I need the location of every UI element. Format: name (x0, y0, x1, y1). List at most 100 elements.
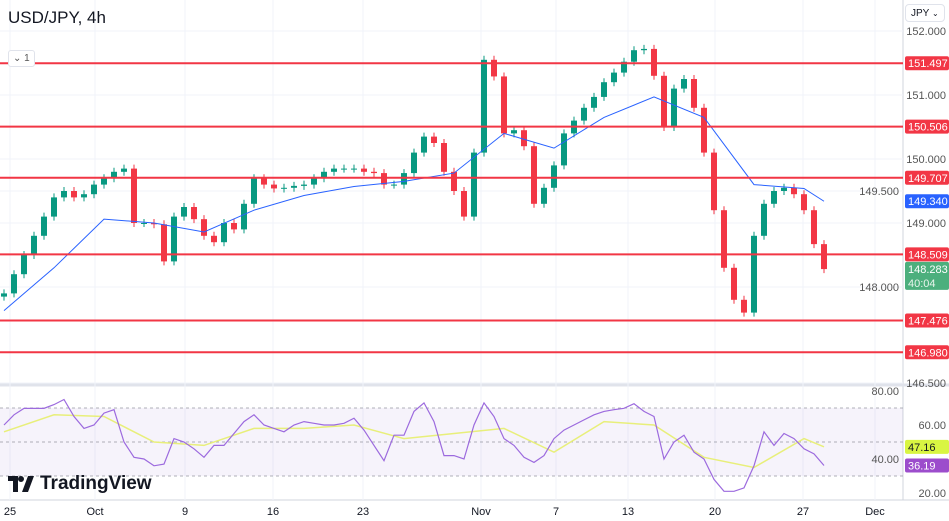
candle (641, 48, 647, 51)
candle (441, 143, 447, 172)
candle (21, 255, 27, 275)
candle (741, 299, 747, 313)
candle (61, 191, 67, 198)
candle (91, 184, 97, 195)
candle (81, 194, 87, 198)
level-price-label: 150.506 (908, 122, 948, 134)
candle (1, 293, 7, 297)
candle (791, 187, 797, 195)
candle (121, 168, 127, 172)
candle (11, 274, 17, 294)
candle (141, 223, 147, 224)
candle (281, 187, 287, 189)
level-price-label-bg (905, 313, 949, 328)
candle (261, 178, 267, 185)
rsi-ma-line (3, 414, 825, 469)
candle (101, 178, 107, 185)
candle (501, 76, 507, 134)
price-tick-label: 151.000 (906, 90, 946, 102)
time-tick-label: Nov (471, 506, 491, 518)
time-tick-label: 27 (797, 506, 809, 518)
candle (201, 219, 207, 236)
candle (111, 171, 117, 179)
chevron-down-icon: ⌄ (13, 53, 22, 64)
candle (231, 223, 237, 230)
level-price-label: 147.476 (908, 316, 948, 328)
candle (431, 136, 437, 143)
candle (341, 168, 347, 170)
chevron-down-icon: ⌄ (931, 9, 939, 18)
candle (531, 146, 537, 204)
time-tick-label: 9 (182, 506, 188, 518)
symbol-title: USD/JPY, 4h (8, 8, 106, 27)
candle (491, 59, 497, 77)
candle (711, 152, 717, 211)
candle (521, 130, 527, 147)
rsi-tick-label: 80.00 (871, 386, 899, 398)
candle (541, 187, 547, 204)
candle (821, 244, 827, 270)
price-tick-label: 150.000 (906, 154, 946, 166)
candle (811, 210, 817, 245)
rsi-tick-label: 60.00 (918, 420, 946, 432)
candle (31, 235, 37, 255)
level-price-label-bg (905, 170, 949, 185)
candle (291, 185, 297, 188)
candle (681, 79, 687, 89)
candle (131, 168, 137, 223)
candle (771, 191, 777, 204)
time-tick-label: Dec (865, 506, 885, 518)
rsi-tick-label: 20.00 (918, 488, 946, 500)
rsi-line (3, 398, 825, 492)
price-tick-label: 149.500 (859, 186, 899, 198)
candle (391, 184, 397, 186)
candle (551, 165, 557, 188)
time-tick-label: 23 (357, 506, 369, 518)
time-tick-label: 25 (4, 506, 16, 518)
rsi-value-label-bg (905, 458, 949, 473)
candle (271, 184, 277, 189)
logo-text: TradingView (40, 473, 152, 494)
candle (191, 207, 197, 220)
candle (671, 88, 677, 127)
candle (751, 235, 757, 313)
level-price-label-bg (905, 247, 949, 262)
candle (721, 210, 727, 268)
price-tick-label: 146.500 (906, 378, 946, 390)
candle (151, 223, 157, 225)
candle (221, 223, 227, 243)
candle (351, 168, 357, 170)
rsi-ma-value-label-bg (905, 439, 949, 454)
rsi-tick-label: 40.00 (871, 454, 899, 466)
candle (691, 79, 697, 108)
candle (51, 197, 57, 217)
candle (621, 61, 627, 73)
level-price-label: 149.707 (908, 173, 948, 185)
level-price-label-bg (905, 56, 949, 71)
level-price-label: 151.497 (908, 58, 948, 70)
tradingview-logo[interactable]: TradingView (8, 473, 152, 495)
currency-selector[interactable]: JPY ⌄ (905, 4, 945, 22)
indicator-count: 1 (24, 53, 30, 64)
candle (761, 203, 767, 236)
time-tick-label: 13 (622, 506, 634, 518)
candle (241, 203, 247, 230)
candle (611, 72, 617, 83)
candle (301, 184, 307, 186)
candle (581, 107, 587, 121)
candle (411, 152, 417, 174)
candle (361, 168, 367, 172)
indicator-collapse-button[interactable]: ⌄ 1 (8, 50, 35, 67)
currency-label: JPY (911, 8, 930, 19)
price-tick-label: 152.000 (906, 26, 946, 38)
candle (311, 178, 317, 185)
candle (461, 191, 467, 217)
candle (161, 224, 167, 262)
price-tick-label: 148.000 (859, 282, 899, 294)
candle (71, 191, 77, 198)
candle (451, 171, 457, 191)
candle (591, 96, 597, 108)
candle (701, 107, 707, 153)
candle (321, 171, 327, 179)
